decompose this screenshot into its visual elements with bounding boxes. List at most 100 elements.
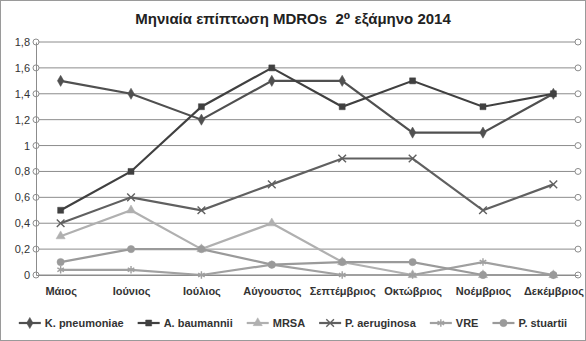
series-line bbox=[61, 249, 554, 275]
data-point bbox=[268, 261, 275, 268]
data-point bbox=[269, 65, 275, 71]
data-point bbox=[58, 207, 64, 213]
data-point bbox=[198, 271, 205, 279]
series-line bbox=[61, 159, 554, 224]
x-tick-label: Μάιος bbox=[45, 285, 77, 298]
data-point bbox=[480, 104, 486, 110]
data-point bbox=[550, 91, 556, 97]
data-point bbox=[410, 78, 416, 84]
y-tick-label: 1,2 bbox=[15, 114, 30, 126]
y-axis: 0 0,2 0,4 0,6 0,8 1 1,2 1,4 1,6 1,8 bbox=[15, 36, 37, 281]
data-point bbox=[269, 261, 276, 269]
plot-area bbox=[56, 65, 558, 279]
grid-end bbox=[575, 39, 581, 45]
grid-line bbox=[36, 119, 578, 120]
data-point bbox=[479, 271, 486, 278]
grid-line bbox=[36, 197, 578, 198]
grid-line bbox=[36, 145, 578, 146]
grid-line bbox=[36, 42, 578, 43]
y-tick: 0,8 bbox=[15, 165, 36, 177]
y-tick-label: 1,4 bbox=[15, 88, 30, 100]
data-point bbox=[480, 258, 487, 266]
grid-end bbox=[575, 168, 581, 174]
x-tick-label: Αύγουστος bbox=[243, 285, 301, 298]
data-point bbox=[550, 271, 557, 279]
grid-end bbox=[575, 65, 581, 71]
y-tick: 0,2 bbox=[15, 243, 36, 255]
legend-label: P. aeruginosa bbox=[345, 317, 417, 329]
chart: Μηνιαία επίπτωση MDROs 2⁰ εξάμηνο 201400… bbox=[0, 0, 586, 341]
data-point bbox=[339, 75, 345, 86]
data-point bbox=[409, 127, 415, 138]
grid-end bbox=[575, 246, 581, 252]
chart-frame bbox=[1, 1, 586, 341]
x-tick-label: Οκτώβριος bbox=[384, 285, 442, 298]
data-point bbox=[268, 181, 276, 189]
data-point bbox=[409, 271, 416, 279]
grid-line bbox=[36, 249, 578, 250]
x-tick: Αύγουστος bbox=[243, 275, 301, 298]
y-tick: 1,2 bbox=[15, 114, 36, 126]
y-tick-label: 1 bbox=[24, 140, 30, 152]
legend-item: A. baumannii bbox=[138, 317, 233, 329]
y-tick-label: 0,2 bbox=[15, 243, 30, 255]
y-tick-label: 0,4 bbox=[15, 217, 30, 229]
legend-item: MRSA bbox=[247, 317, 305, 329]
data-point bbox=[269, 75, 275, 86]
x-tick-label: Δεκέμβριος bbox=[524, 285, 584, 298]
y-tick-label: 0,8 bbox=[15, 165, 30, 177]
legend-label: P. stuartii bbox=[518, 317, 567, 329]
data-point bbox=[57, 258, 64, 265]
grid-end bbox=[575, 143, 581, 149]
data-point bbox=[126, 205, 135, 213]
y-tick-label: 0 bbox=[24, 269, 30, 281]
data-point bbox=[57, 266, 64, 274]
series-line bbox=[61, 210, 554, 275]
data-point bbox=[57, 75, 63, 86]
legend-label: VRE bbox=[456, 317, 479, 329]
data-point bbox=[57, 219, 65, 227]
data-point bbox=[339, 258, 346, 265]
x-tick-label: Ιούλιος bbox=[183, 285, 221, 298]
x-tick-label: Ιούνιος bbox=[113, 285, 151, 298]
data-point bbox=[127, 194, 135, 202]
legend-marker bbox=[438, 319, 445, 327]
data-point bbox=[198, 104, 204, 110]
legend-marker bbox=[253, 318, 262, 326]
grid-line bbox=[36, 67, 578, 68]
y-tick: 0 bbox=[24, 269, 36, 281]
data-point bbox=[128, 168, 134, 174]
legend-label: A. baumannii bbox=[164, 317, 233, 329]
data-point bbox=[56, 231, 65, 239]
data-point bbox=[479, 206, 487, 214]
y-tick: 1,4 bbox=[15, 88, 36, 100]
series-line bbox=[61, 68, 554, 210]
y-tick: 1,6 bbox=[15, 62, 36, 74]
legend-item: K. pneumoniae bbox=[19, 317, 124, 329]
data-point bbox=[128, 88, 134, 99]
grid-line bbox=[36, 223, 578, 224]
legend-item: P. aeruginosa bbox=[319, 317, 417, 329]
grid bbox=[33, 39, 581, 278]
grid-end bbox=[575, 91, 581, 97]
legend-marker bbox=[500, 319, 507, 326]
y-tick-label: 1,8 bbox=[15, 36, 30, 48]
y-tick-label: 1,6 bbox=[15, 62, 30, 74]
x-tick: Ιούνιος bbox=[113, 275, 151, 298]
data-point bbox=[480, 127, 486, 138]
legend: K. pneumoniae A. baumannii MRSA P. aerugino… bbox=[19, 317, 567, 329]
grid-end bbox=[575, 117, 581, 123]
data-point bbox=[198, 206, 206, 214]
legend-item: P. stuartii bbox=[492, 317, 567, 329]
y-axis-line bbox=[36, 43, 37, 276]
legend-label: K. pneumoniae bbox=[45, 317, 124, 329]
data-point bbox=[409, 258, 416, 265]
x-tick-label: Σεπτέμβριος bbox=[310, 285, 376, 298]
data-point bbox=[198, 114, 204, 125]
x-tick: Μάιος bbox=[45, 275, 77, 298]
data-point bbox=[198, 245, 205, 252]
data-point bbox=[339, 104, 345, 110]
data-point bbox=[550, 181, 558, 189]
y-tick-label: 0,6 bbox=[15, 191, 30, 203]
y-tick: 1 bbox=[24, 140, 36, 152]
